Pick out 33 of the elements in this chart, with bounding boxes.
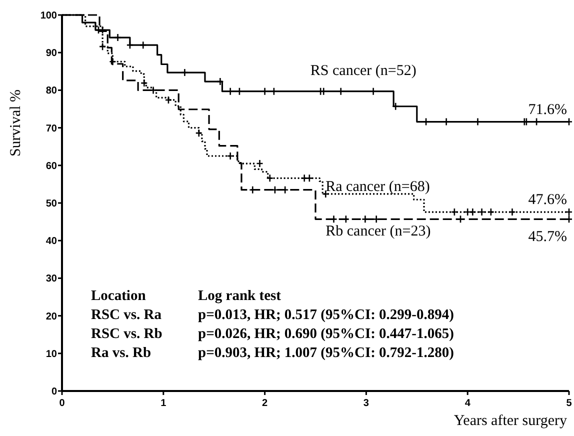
x-axis-title: Years after surgery [454, 413, 568, 429]
x-tick-label: 2 [262, 398, 268, 409]
y-tick-label: 100 [40, 10, 58, 22]
annotation: RSC vs. Rb [91, 326, 162, 342]
x-tick-label: 5 [566, 398, 572, 409]
y-tick-label: 80 [46, 86, 58, 97]
series-label: RS cancer (n=52) [310, 63, 416, 80]
x-tick-label: 0 [59, 398, 66, 409]
y-tick-label: 90 [46, 48, 58, 60]
y-tick-label: 10 [46, 348, 58, 360]
y-tick-label: 70 [46, 123, 58, 134]
y-tick-label: 60 [46, 160, 58, 172]
y-tick-label: 30 [46, 274, 58, 285]
y-tick-label: 20 [46, 311, 58, 322]
y-tick-label: 0 [51, 386, 58, 398]
annotation: Location [91, 288, 146, 304]
annotation: 45.7% [528, 229, 567, 246]
annotation: p=0.903, HR; 1.007 (95%CI: 0.792-1.280) [198, 345, 454, 361]
y-tick-label: 40 [46, 236, 58, 248]
annotation: RSC vs. Ra [91, 307, 162, 323]
annotation: 47.6% [528, 192, 567, 208]
x-tick-label: 3 [363, 398, 370, 409]
y-tick-label: 50 [46, 198, 58, 210]
series-label: Ra cancer (n=68) [326, 178, 430, 195]
annotation: p=0.026, HR; 0.690 (95%CI: 0.447-1.065) [198, 326, 454, 342]
x-tick-label: 4 [464, 398, 471, 409]
x-tick-label: 1 [160, 398, 167, 409]
y-axis-title: Survival % [8, 89, 24, 157]
annotation: Log rank test [198, 288, 282, 304]
series-label: Rb cancer (n=23) [326, 224, 431, 240]
annotation: Ra vs. Rb [91, 345, 152, 361]
annotation: p=0.013, HR; 0.517 (95%CI: 0.299-0.894) [198, 307, 454, 323]
annotation: 71.6% [528, 102, 567, 118]
